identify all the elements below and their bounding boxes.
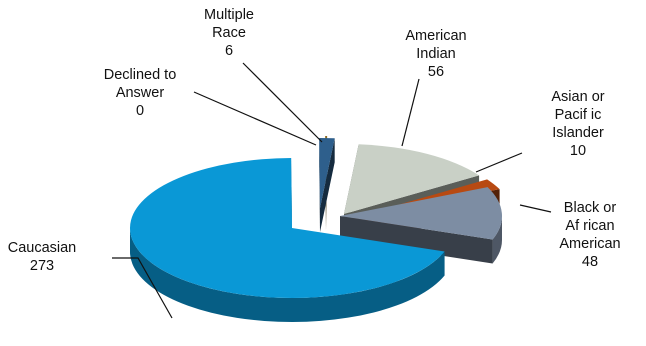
leader-line-multiple-race: [242, 62, 323, 143]
slice-top-multiple-race: [319, 138, 335, 208]
slice-top-black-african-american: [340, 187, 502, 240]
data-label-line: 48: [582, 254, 598, 270]
data-label-asian-pacific-islander: Asian or Pacif ic Islander 10: [551, 89, 604, 159]
data-label-line: Asian or: [551, 89, 604, 105]
pie-slices: [130, 136, 502, 322]
data-label-line: Declined to: [104, 67, 177, 83]
data-labels: American Indian 56 Asian or Pacif ic Islander…: [8, 7, 621, 274]
data-label-line: Multiple: [204, 7, 254, 23]
slice-top-american-indian: [344, 144, 480, 214]
data-label-caucasian: Caucasian 273: [8, 240, 77, 274]
data-label-black-african-american: Black or Af rican American 48: [559, 200, 620, 270]
leader-line-black-african-american: [519, 204, 552, 213]
data-label-line: Pacif ic: [555, 107, 602, 123]
slice-wall-multiple-race: [320, 138, 335, 232]
data-label-multiple-race: Multiple Race 6: [204, 7, 254, 59]
slice-wall-black-african-american: [340, 216, 493, 264]
data-label-line: Af rican: [565, 218, 614, 234]
data-label-line: 0: [136, 103, 144, 119]
data-label-line: Race: [212, 25, 246, 41]
slice-wall-multiple-race: [319, 138, 320, 232]
slice-side-black-african-american: [492, 216, 502, 264]
leader-line-asian-pacific-islander: [475, 152, 523, 173]
data-label-line: Black or: [564, 200, 617, 216]
data-label-declined-to-answer: Declined to Answer 0: [104, 67, 177, 119]
slice-caucasian: [130, 158, 445, 322]
leader-line-declined-to-answer: [193, 91, 317, 146]
slice-top-caucasian: [130, 158, 445, 298]
data-label-line: American: [405, 28, 466, 44]
data-label-line: 56: [428, 64, 444, 80]
slice-black-african-american: [340, 187, 502, 264]
data-label-line: 273: [30, 258, 54, 274]
leader-line-caucasian: [112, 257, 173, 319]
data-label-line: 6: [225, 43, 233, 59]
leader-line-american-indian: [401, 78, 420, 147]
data-label-american-indian: American Indian 56: [405, 28, 466, 80]
slice-side-caucasian: [130, 228, 445, 322]
data-label-line: Islander: [552, 125, 604, 141]
data-label-line: American: [559, 236, 620, 252]
leader-lines: [112, 62, 552, 319]
data-label-line: 10: [570, 143, 586, 159]
data-label-line: Indian: [416, 46, 456, 62]
slice-multiple-race: [319, 138, 335, 232]
data-label-line: Answer: [116, 85, 165, 101]
data-label-line: Caucasian: [8, 240, 77, 256]
